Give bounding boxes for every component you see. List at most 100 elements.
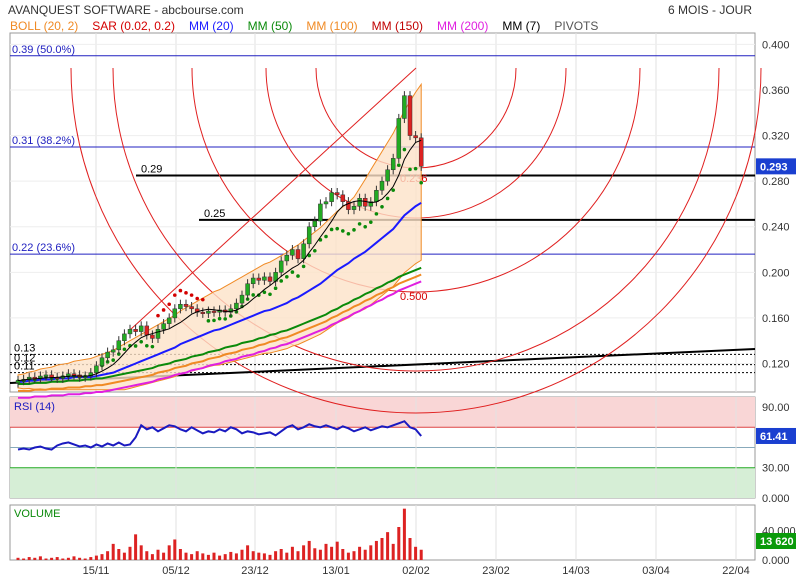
candle-body: [245, 283, 250, 296]
pivot-label: 0.13: [14, 342, 35, 354]
sar-point: [251, 293, 255, 297]
candle-body: [413, 135, 418, 139]
candle-body: [200, 311, 206, 314]
y-tick-label: 0.120: [762, 359, 790, 371]
volume-bar: [352, 551, 356, 560]
candle-body: [334, 192, 340, 196]
candle-body: [43, 374, 49, 377]
sar-point: [111, 358, 115, 362]
x-tick-label: 13/01: [322, 565, 350, 577]
candle-body: [133, 329, 138, 332]
volume-bar: [262, 553, 266, 560]
sar-point: [184, 291, 188, 295]
sar-point: [173, 293, 177, 297]
period-selector[interactable]: 6 MOIS - JOUR: [667, 3, 752, 17]
legend-item[interactable]: MM (50): [247, 19, 293, 33]
sar-point: [212, 318, 216, 323]
sar-point: [397, 163, 401, 167]
legend-item[interactable]: MM (200): [437, 19, 489, 33]
legend-item[interactable]: MM (150): [371, 19, 424, 33]
volume-bar: [83, 558, 87, 560]
volume-bar: [229, 551, 233, 560]
sar-point: [273, 286, 278, 291]
volume-bar: [167, 545, 171, 560]
candle-body: [150, 334, 155, 339]
candle-body: [340, 194, 346, 202]
candle-body: [71, 373, 77, 376]
fibonacci-level-label: 0.31 (38.2%): [12, 135, 75, 147]
candle-body: [390, 158, 396, 171]
legend-item[interactable]: MM (7): [502, 19, 541, 33]
legend-item[interactable]: SAR (0.02, 0.2): [92, 19, 175, 33]
sar-point: [301, 264, 306, 269]
candle-body: [323, 201, 329, 205]
x-tick-label: 05/12: [162, 565, 190, 577]
candle-body: [379, 180, 385, 191]
candle-body: [166, 317, 172, 324]
candle-body: [234, 302, 239, 310]
candle-body: [284, 254, 290, 262]
candle-body: [312, 220, 318, 227]
sar-point: [161, 308, 166, 312]
candle-body: [256, 277, 262, 281]
candle-body: [290, 249, 295, 256]
legend-item[interactable]: MM (100): [306, 19, 358, 33]
volume-bar: [145, 551, 149, 560]
pivot-label: 0.25: [204, 208, 225, 220]
candle-body: [267, 276, 273, 282]
candle-body: [116, 340, 122, 351]
volume-bar: [363, 549, 367, 560]
volume-bar: [268, 554, 272, 560]
volume-bar: [184, 552, 188, 560]
rsi-line: [17, 420, 422, 451]
x-tick-label: 03/04: [642, 565, 670, 577]
candle-body: [250, 277, 256, 284]
volume-value-badge: [756, 533, 796, 549]
chart-title: AVANQUEST SOFTWARE - abcbourse.com: [8, 3, 244, 17]
rsi-label: RSI (14): [14, 401, 55, 413]
sar-point: [150, 344, 155, 349]
ma100-line: [18, 273, 422, 392]
x-tick-label: 14/03: [562, 565, 590, 577]
legend-item[interactable]: PIVOTS: [554, 19, 599, 33]
fibonacci-level-label: 0.22 (23.6%): [12, 242, 75, 254]
volume-bar: [139, 545, 143, 560]
volume-bar: [302, 545, 306, 560]
volume-bar: [330, 546, 334, 560]
candle-body: [122, 333, 127, 341]
sar-point: [122, 347, 127, 352]
volume-bar: [89, 557, 93, 560]
sar-point: [206, 319, 211, 323]
sar-point: [268, 292, 272, 297]
y-tick-label: 0.400: [762, 39, 790, 51]
sar-point: [178, 288, 183, 293]
sar-point: [290, 270, 295, 274]
gann-fan-line: [129, 67, 417, 331]
volume-bar: [318, 549, 322, 560]
sar-point: [324, 234, 328, 239]
rsi-oversold-zone: [10, 467, 755, 498]
volume-bar: [27, 557, 31, 560]
fibonacci-arc: [70, 67, 762, 414]
rsi-value-badge: [756, 427, 796, 444]
sar-point: [156, 313, 160, 318]
volume-bar: [22, 558, 26, 560]
sar-point: [335, 226, 340, 231]
volume-bar: [346, 552, 350, 560]
volume-bar: [397, 527, 401, 560]
sar-point: [133, 344, 138, 348]
rsi-value-label: 61.41: [760, 431, 788, 443]
candle-body: [206, 310, 211, 314]
volume-label: VOLUME: [14, 508, 60, 520]
volume-bar: [173, 539, 177, 560]
volume-bar: [246, 545, 250, 560]
volume-bar: [251, 551, 255, 560]
legend-item[interactable]: MM (20): [188, 19, 234, 33]
candle-body: [94, 365, 99, 373]
volume-bar: [33, 557, 37, 560]
sar-point: [341, 229, 345, 233]
legend-item[interactable]: BOLL (20, 2): [10, 19, 79, 33]
volume-bar: [134, 534, 138, 560]
candle-body: [161, 323, 166, 330]
